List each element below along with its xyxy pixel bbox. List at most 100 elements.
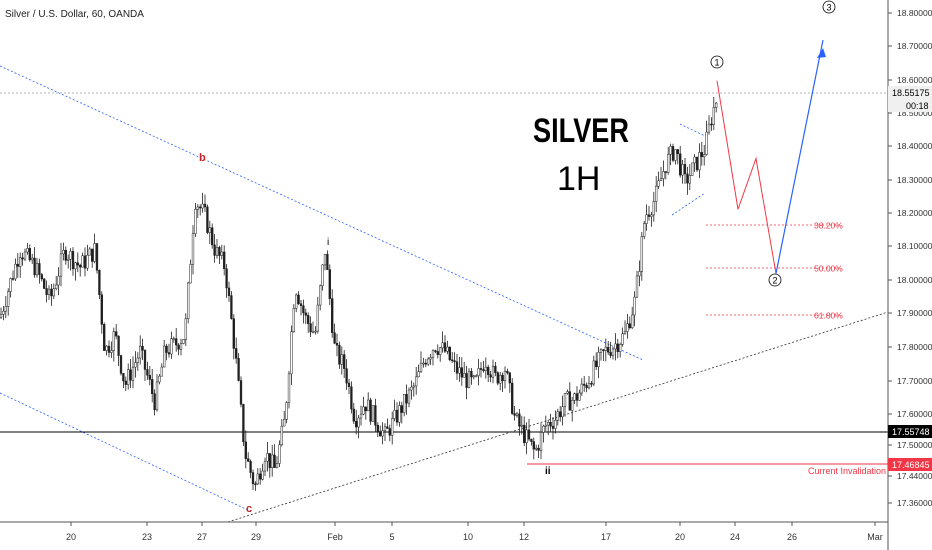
candle-body <box>28 248 31 261</box>
candle-body <box>160 366 163 377</box>
candle-body <box>213 244 216 256</box>
candle-body <box>484 366 487 371</box>
candle-body <box>374 405 377 426</box>
candle-body <box>515 413 519 416</box>
candle-body <box>619 344 622 352</box>
candle-body <box>244 441 247 459</box>
candle-body <box>650 214 653 217</box>
candle-body <box>499 374 502 384</box>
price-axis[interactable]: 18.80000 18.70000 18.60000 18.50000 18.40000… <box>888 8 932 508</box>
candle-body <box>117 335 120 356</box>
candle-body <box>686 173 689 184</box>
time-axis[interactable]: 20 23 27 29 Feb 5 10 12 17 20 24 26 Mar <box>66 522 883 542</box>
candle-body <box>256 473 259 485</box>
triangle-lower-line <box>671 192 706 216</box>
candle-body <box>635 275 639 298</box>
candle-body <box>383 426 387 431</box>
time-tick-label: 20 <box>66 532 76 542</box>
candle-body <box>561 406 564 418</box>
candle-body <box>676 149 679 155</box>
candle-body <box>503 370 507 382</box>
candle-body <box>376 424 379 432</box>
candle-body <box>681 164 684 176</box>
candle-body <box>100 294 103 325</box>
candle-body <box>674 149 677 161</box>
candle-body <box>640 236 643 272</box>
candle-body <box>347 382 351 387</box>
candle-body <box>679 153 682 176</box>
countdown-value: 00:18 <box>906 101 929 111</box>
candle-body <box>451 359 454 362</box>
candle-body <box>215 247 219 256</box>
fib-label: 50.00% <box>814 264 843 274</box>
candle-body <box>88 248 91 256</box>
candle-body <box>527 429 531 440</box>
candle-body <box>223 251 226 269</box>
candle-body <box>683 164 687 175</box>
price-tick-label: 17.50000 <box>897 440 932 450</box>
time-tick-label: 5 <box>389 532 394 542</box>
candle-body <box>539 432 543 451</box>
candle-body <box>177 344 180 350</box>
candle-body <box>518 413 521 427</box>
candle-body <box>647 214 651 217</box>
chart-title: Silver / U.S. Dollar, 60, OANDA <box>5 9 144 20</box>
price-tick-label: 17.44000 <box>897 471 932 481</box>
candle-body <box>520 424 523 427</box>
wave-1-marker: 1 <box>710 55 724 69</box>
channel-upper-line <box>0 65 644 361</box>
candle-body <box>340 354 343 365</box>
candle-body <box>155 381 159 411</box>
time-tick-label: Feb <box>327 532 343 542</box>
candle-body <box>127 369 130 385</box>
candle-body <box>21 257 24 260</box>
candle-body <box>232 318 235 349</box>
candle-body <box>688 175 691 184</box>
candle-body <box>79 264 82 268</box>
candle-body <box>568 391 571 411</box>
level-red-badge: 17.46845 <box>888 458 932 471</box>
candle-body <box>614 343 617 350</box>
candle-body <box>218 247 221 256</box>
candle-body <box>657 180 660 187</box>
candle-body <box>602 349 605 351</box>
candle-body <box>609 351 612 356</box>
candle-body <box>328 269 331 299</box>
candle-body <box>295 294 298 309</box>
candle-body <box>211 227 214 246</box>
candle-body <box>700 152 703 158</box>
rising-trendline <box>227 311 889 523</box>
candle-body <box>631 314 634 329</box>
candle-body <box>307 315 310 324</box>
time-tick-label: 10 <box>463 532 473 542</box>
candle-body <box>309 323 312 333</box>
candle-body <box>429 357 432 360</box>
candle-body <box>494 365 497 373</box>
candle-body <box>124 380 127 385</box>
candle-body <box>439 347 442 355</box>
candle-body <box>297 294 300 304</box>
price-tick-label: 17.90000 <box>897 308 932 318</box>
candle-body <box>633 296 636 316</box>
candle-body <box>446 346 449 352</box>
candle-body <box>407 389 411 404</box>
candle-body <box>465 373 468 388</box>
price-tick-label: 18.40000 <box>897 141 932 151</box>
wave-c-label: c <box>246 503 252 515</box>
candle-body <box>669 146 672 155</box>
candle-body <box>105 345 108 351</box>
candle-body <box>556 411 559 421</box>
candle-body <box>196 206 199 210</box>
candle-body <box>652 201 655 216</box>
candle-body <box>119 355 123 374</box>
candle-body <box>290 331 293 375</box>
time-tick-label: 17 <box>601 532 611 542</box>
candle-body <box>40 274 43 280</box>
candle-body <box>597 351 600 367</box>
last-price-value: 18.55175 <box>892 88 930 98</box>
candle-body <box>705 131 708 155</box>
candle-body <box>43 278 46 289</box>
candle-body <box>319 285 322 306</box>
candle-body <box>357 417 360 428</box>
